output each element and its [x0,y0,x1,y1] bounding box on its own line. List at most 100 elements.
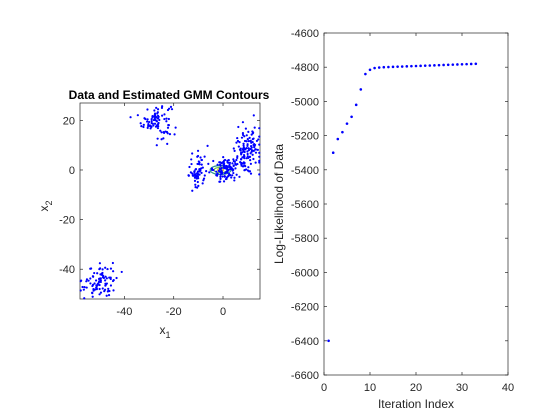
data-point [139,122,142,125]
data-point [232,164,235,168]
data-point [236,136,239,140]
data-point [247,140,250,143]
data-point [226,159,229,162]
data-point [82,288,85,291]
data-point [150,118,153,121]
y-tick-label: -6000 [291,267,319,279]
x-tick-label: 0 [220,306,226,318]
data-point [240,164,243,167]
x-tick-label: 10 [364,382,376,394]
data-point [194,183,197,186]
data-point [89,282,92,285]
y-tick-label: -5400 [291,165,319,177]
data-point [256,148,259,151]
data-point [203,155,206,158]
data-point [193,170,196,173]
data-point [191,152,194,155]
data-point [242,153,246,157]
data-point [106,267,109,271]
data-point [251,149,254,152]
data-point [242,142,245,145]
data-point [146,118,149,121]
data-point [229,173,232,177]
data-point [191,189,194,192]
data-point [232,147,235,150]
data-point [91,284,94,288]
data-point [242,144,245,147]
likelihood-point [423,64,427,67]
data-point [228,163,231,166]
data-point [236,156,239,159]
data-point [99,267,102,270]
left-points [79,105,261,300]
data-point [166,142,169,145]
data-point [232,171,235,175]
data-point [248,136,251,139]
data-point [247,149,251,152]
data-point [155,120,159,123]
likelihood-point [465,62,468,66]
data-point [159,129,162,132]
data-point [228,161,232,164]
data-point [212,159,215,163]
right-plot-area [323,32,509,376]
data-point [210,167,214,170]
data-point [147,120,151,124]
data-point [150,120,153,123]
data-point [161,105,164,108]
likelihood-point [377,66,381,69]
data-point [194,167,198,171]
data-point [102,274,105,277]
left-y-axis-label: x2 [37,200,54,211]
data-point [236,155,239,158]
data-point [106,290,109,293]
data-point [164,130,167,133]
data-point [80,279,83,282]
x-tick-label: 20 [410,382,422,394]
data-point [243,135,246,138]
data-point [109,267,113,270]
likelihood-point [446,63,450,67]
x-tick-label: 0 [321,382,327,394]
data-point [206,144,209,147]
data-point [258,143,261,146]
likelihood-point [368,68,372,72]
likelihood-point [442,63,445,67]
data-point [230,176,233,179]
data-point [254,161,257,164]
data-point [249,159,252,162]
data-point [215,170,218,173]
data-point [251,141,254,144]
data-point [112,270,115,273]
likelihood-point [437,63,441,67]
data-point [248,155,251,158]
likelihood-point [474,62,478,66]
data-point [251,130,254,133]
data-point [252,143,255,147]
y-tick-label: -40 [59,264,75,276]
data-point [98,283,101,287]
likelihood-point [341,130,344,134]
data-point [229,165,232,168]
data-point [191,174,194,177]
data-point [196,175,200,178]
right-panel: 0 10 20 30 40 -6600 -6400 -6200 -6000 -5800 -5600 -… [272,28,514,411]
data-point [156,126,160,130]
data-point [93,288,96,291]
data-point [225,167,229,171]
likelihood-point [433,64,436,67]
data-point [249,162,252,165]
data-point [153,109,156,112]
data-point [207,162,210,165]
likelihood-point [405,65,409,68]
data-point [237,145,240,148]
data-point [170,108,174,111]
data-point [168,133,172,136]
data-point [109,284,113,287]
likelihood-point [336,137,340,141]
data-point [152,124,155,127]
data-point [199,156,202,159]
y-tick-label: 20 [63,115,75,127]
data-point [151,116,154,119]
data-point [234,162,237,165]
